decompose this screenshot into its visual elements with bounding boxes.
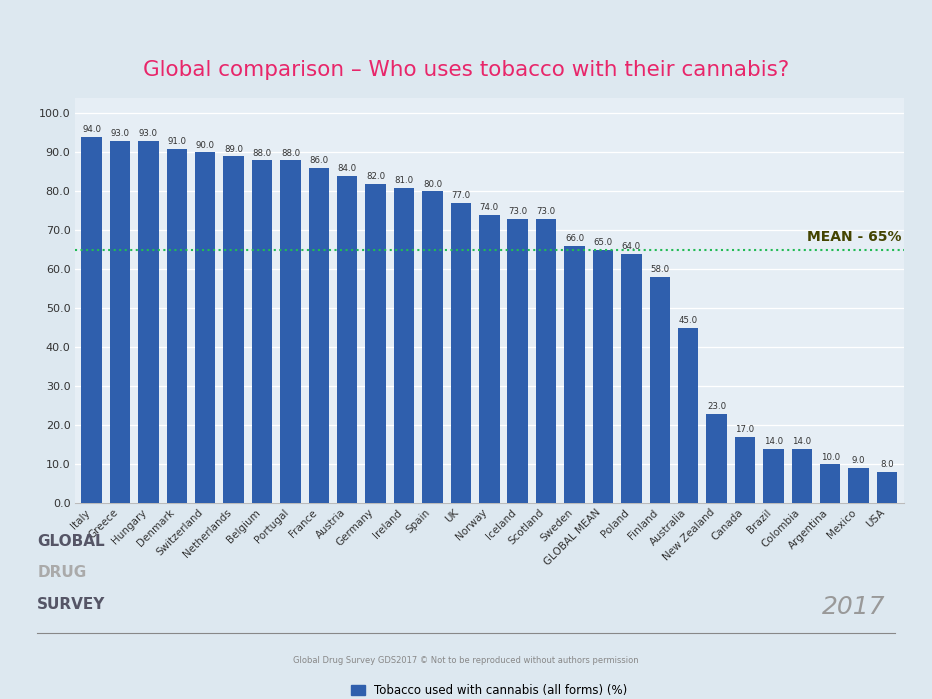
Text: 23.0: 23.0 — [707, 402, 726, 411]
Bar — [365, 184, 386, 503]
Bar — [110, 140, 130, 503]
Bar — [621, 254, 641, 503]
Bar — [281, 160, 301, 503]
Bar — [508, 219, 528, 503]
Bar — [451, 203, 471, 503]
Text: Global Drug Survey GDS2017 © Not to be reproduced without authors permission: Global Drug Survey GDS2017 © Not to be r… — [294, 656, 638, 665]
Text: 2017: 2017 — [822, 595, 885, 619]
Bar — [791, 449, 812, 503]
Bar — [224, 157, 244, 503]
Bar — [422, 192, 443, 503]
Text: 10.0: 10.0 — [820, 452, 840, 461]
Legend: Tobacco used with cannabis (all forms) (%): Tobacco used with cannabis (all forms) (… — [346, 679, 633, 699]
Bar — [394, 187, 415, 503]
Text: Global comparison – Who uses tobacco with their cannabis?: Global comparison – Who uses tobacco wit… — [143, 60, 789, 80]
Bar — [678, 328, 698, 503]
Text: 82.0: 82.0 — [366, 172, 385, 181]
Bar — [848, 468, 869, 503]
Bar — [479, 215, 500, 503]
Bar — [650, 278, 670, 503]
Text: 45.0: 45.0 — [678, 316, 698, 325]
Text: DRUG: DRUG — [37, 565, 87, 580]
Bar — [81, 137, 102, 503]
Text: 74.0: 74.0 — [480, 203, 499, 212]
Text: 9.0: 9.0 — [852, 456, 865, 466]
Text: 58.0: 58.0 — [651, 266, 669, 275]
Bar — [820, 464, 841, 503]
Bar — [706, 414, 727, 503]
Bar — [308, 168, 329, 503]
Bar — [763, 449, 784, 503]
Text: 64.0: 64.0 — [622, 242, 641, 251]
Text: 66.0: 66.0 — [565, 234, 584, 243]
Text: 73.0: 73.0 — [508, 207, 528, 216]
Text: 14.0: 14.0 — [764, 437, 783, 446]
Text: 8.0: 8.0 — [880, 461, 894, 469]
Bar — [593, 250, 613, 503]
Text: 88.0: 88.0 — [281, 148, 300, 157]
Text: 17.0: 17.0 — [735, 425, 755, 434]
Bar — [195, 152, 215, 503]
Bar — [564, 246, 584, 503]
Text: MEAN - 65%: MEAN - 65% — [807, 230, 901, 244]
Text: SURVEY: SURVEY — [37, 597, 105, 612]
Text: 77.0: 77.0 — [451, 192, 471, 201]
Bar — [167, 149, 187, 503]
Bar — [252, 160, 272, 503]
Text: 88.0: 88.0 — [253, 148, 271, 157]
Text: GLOBAL: GLOBAL — [37, 534, 105, 549]
Bar — [734, 437, 755, 503]
Text: 73.0: 73.0 — [537, 207, 555, 216]
Bar — [138, 140, 158, 503]
Text: 90.0: 90.0 — [196, 140, 214, 150]
Text: 81.0: 81.0 — [394, 175, 414, 185]
Text: 65.0: 65.0 — [594, 238, 612, 247]
Text: 14.0: 14.0 — [792, 437, 812, 446]
Bar — [877, 472, 898, 503]
Text: 93.0: 93.0 — [111, 129, 130, 138]
Text: 91.0: 91.0 — [168, 137, 186, 146]
Text: 93.0: 93.0 — [139, 129, 158, 138]
Bar — [337, 176, 358, 503]
Text: 80.0: 80.0 — [423, 180, 442, 189]
Text: 94.0: 94.0 — [82, 125, 101, 134]
Text: 89.0: 89.0 — [224, 145, 243, 154]
Text: 84.0: 84.0 — [337, 164, 357, 173]
Bar — [536, 219, 556, 503]
Text: 86.0: 86.0 — [309, 157, 328, 165]
